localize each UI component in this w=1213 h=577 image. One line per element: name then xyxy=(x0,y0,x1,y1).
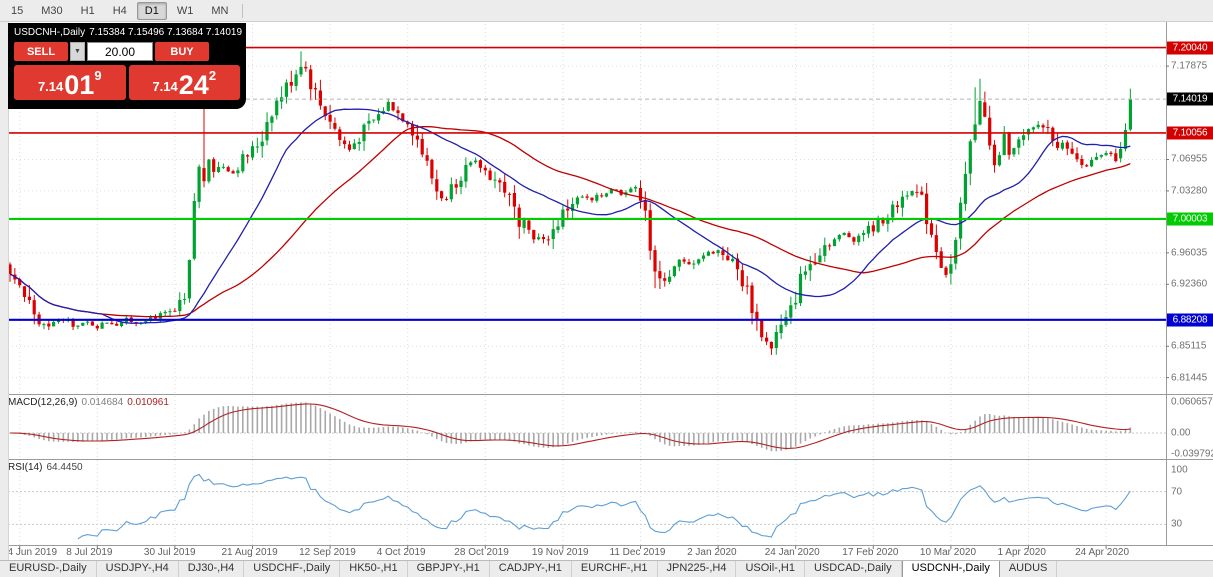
bid-pips: 01 xyxy=(64,70,95,100)
price-axis-label: 6.96035 xyxy=(1171,247,1208,259)
macd-signal-line xyxy=(9,403,1131,449)
time-axis: 14 Jun 2019 8 Jul 2019 30 Jul 2019 21 Aug 2… xyxy=(0,547,1166,560)
macd-axis-label: 0.00 xyxy=(1171,427,1191,439)
macd-name: MACD(12,26,9) xyxy=(8,397,78,408)
one-click-trading-panel: USDCNH-,Daily 7.15384 7.15496 7.13684 7.1… xyxy=(8,23,246,109)
chart-tabs-bar: EURUSD-,Daily USDJPY-,H4 DJ30-,H4 USDCHF-,D… xyxy=(0,560,1213,577)
rsi-line xyxy=(77,473,1131,540)
buy-button[interactable]: BUY xyxy=(155,42,209,61)
volume-input[interactable] xyxy=(87,42,153,61)
macd-axis-label: 0.060657 xyxy=(1171,396,1213,408)
time-axis-label: 30 Jul 2019 xyxy=(143,547,196,558)
current-price-badge: 7.14019 xyxy=(1167,92,1213,106)
timeframe-MN[interactable]: MN xyxy=(203,2,236,20)
chart-tab-USDCNH-,Daily[interactable]: USDCNH-,Daily xyxy=(901,561,1000,577)
rsi-pane xyxy=(8,473,1166,540)
bid-ask-row: 7.14 01 9 7.14 24 2 xyxy=(12,62,242,102)
macd-axis-label: -0.039792 xyxy=(1171,448,1213,460)
chart-tab-AUDUS[interactable]: AUDUS xyxy=(1000,561,1058,577)
chevron-down-icon: ▼ xyxy=(74,48,81,55)
time-axis-label: 1 Apr 2020 xyxy=(997,547,1046,558)
rsi-name: RSI(14) xyxy=(8,462,43,473)
chart-tab-GBPJPY-,H1[interactable]: GBPJPY-,H1 xyxy=(408,561,490,577)
sell-button[interactable]: SELL xyxy=(14,42,68,61)
chart-tab-USDCHF-,Daily[interactable]: USDCHF-,Daily xyxy=(244,561,341,577)
price-axis-label: 7.03280 xyxy=(1171,185,1208,197)
price-axis-label: 7.17875 xyxy=(1171,60,1208,72)
ask-pips: 24 xyxy=(178,70,209,100)
timeframe-M30[interactable]: M30 xyxy=(33,2,70,20)
chart-tab-USOil-,H1[interactable]: USOil-,H1 xyxy=(736,561,805,577)
time-axis-label: 19 Nov 2019 xyxy=(531,547,589,558)
chart-tab-EURUSD-,Daily[interactable]: EURUSD-,Daily xyxy=(0,561,97,577)
chart-tab-HK50-,H1[interactable]: HK50-,H1 xyxy=(340,561,408,577)
rsi-value: 64.4450 xyxy=(46,462,83,473)
chart-tab-DJ30-,H4[interactable]: DJ30-,H4 xyxy=(179,561,245,577)
timeframe-H4[interactable]: H4 xyxy=(105,2,135,20)
timeframe-toolbar: 15 M30 H1 H4 D1 W1 MN xyxy=(0,0,1213,22)
time-axis-label: 21 Aug 2019 xyxy=(221,547,278,558)
ask-base: 7.14 xyxy=(152,79,178,94)
timeframe-W1[interactable]: W1 xyxy=(169,2,202,20)
price-badge-6.88208: 6.88208 xyxy=(1167,313,1213,327)
chart-tab-USDJPY-,H4[interactable]: USDJPY-,H4 xyxy=(97,561,179,577)
chart-tab-EURCHF-,H1[interactable]: EURCHF-,H1 xyxy=(572,561,658,577)
buy-price-display[interactable]: 7.14 24 2 xyxy=(128,65,240,100)
sell-price-display[interactable]: 7.14 01 9 xyxy=(14,65,126,100)
price-badge-7.10056: 7.10056 xyxy=(1167,126,1213,140)
time-axis-label: 28 Oct 2019 xyxy=(454,547,509,558)
chart-tab-CADJPY-,H1[interactable]: CADJPY-,H1 xyxy=(490,561,572,577)
price-badge-7.20040: 7.20040 xyxy=(1167,41,1213,55)
macd-pane xyxy=(8,402,1166,452)
chart-title: USDCNH-,Daily 7.15384 7.15496 7.13684 7.1… xyxy=(12,25,242,41)
bid-frac: 9 xyxy=(94,68,102,83)
trade-controls-row: SELL ▼ BUY xyxy=(12,41,242,62)
time-axis-label: 10 Mar 2020 xyxy=(919,547,977,558)
rsi-axis-label: 100 xyxy=(1171,464,1188,476)
time-axis-label: 24 Apr 2020 xyxy=(1075,547,1130,558)
time-axis-label: 17 Feb 2020 xyxy=(842,547,899,558)
timeframe-H1[interactable]: H1 xyxy=(73,2,103,20)
chart-tab-JPN225-,H4[interactable]: JPN225-,H4 xyxy=(658,561,737,577)
time-axis-label: 24 Jan 2020 xyxy=(764,547,820,558)
macd-value-main: 0.014684 xyxy=(81,397,124,408)
ma-fast-line xyxy=(9,108,1131,324)
ohlc-values: 7.15384 7.15496 7.13684 7.14019 xyxy=(89,27,243,38)
rsi-label: RSI(14) 64.4450 xyxy=(8,462,87,473)
timeframe-15[interactable]: 15 xyxy=(3,2,31,20)
ask-frac: 2 xyxy=(208,68,217,83)
rsi-axis-label: 70 xyxy=(1171,486,1183,498)
time-axis-label: 4 Oct 2019 xyxy=(376,547,426,558)
volume-dropdown-button[interactable]: ▼ xyxy=(70,42,85,61)
price-axis-label: 6.81445 xyxy=(1171,372,1208,384)
time-axis-label: 14 Jun 2019 xyxy=(2,547,58,558)
bid-base: 7.14 xyxy=(37,79,64,94)
time-axis-label: 12 Sep 2019 xyxy=(299,547,356,558)
left-dock-strip xyxy=(0,22,9,560)
time-axis-label: 2 Jan 2020 xyxy=(687,547,737,558)
price-axis-label: 7.06955 xyxy=(1171,153,1208,165)
macd-value-signal: 0.010961 xyxy=(127,397,169,408)
time-axis-label: 11 Dec 2019 xyxy=(609,547,666,558)
price-axis-label: 6.92360 xyxy=(1171,278,1208,290)
chart-tab-USDCAD-,Daily[interactable]: USDCAD-,Daily xyxy=(805,561,902,577)
ma-slow-line xyxy=(9,126,1131,318)
timeframe-D1[interactable]: D1 xyxy=(136,1,167,20)
toolbar-separator xyxy=(242,3,244,18)
rsi-axis-label: 30 xyxy=(1171,518,1183,530)
time-axis-label: 8 Jul 2019 xyxy=(66,547,113,558)
price-axis-label: 6.85115 xyxy=(1171,340,1207,352)
macd-label: MACD(12,26,9) 0.014684 0.010961 xyxy=(8,397,173,408)
symbol-name: USDCNH-,Daily xyxy=(14,27,86,38)
price-badge-7.00003: 7.00003 xyxy=(1167,212,1213,226)
